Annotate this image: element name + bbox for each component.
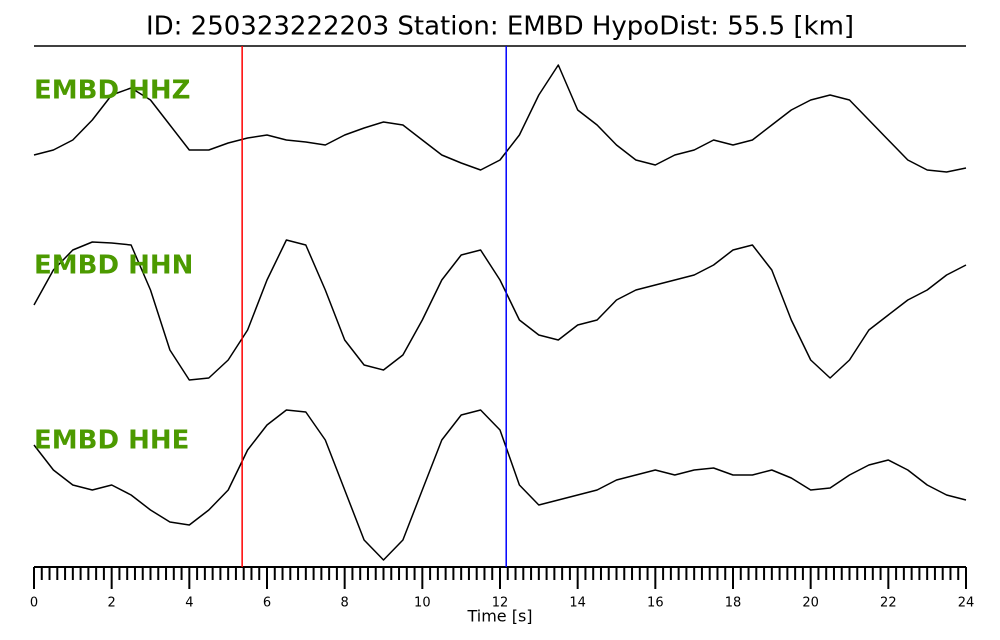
x-tick-label: 12 xyxy=(492,596,509,611)
x-tick-label: 6 xyxy=(263,596,271,611)
x-tick-label: 4 xyxy=(185,596,193,611)
chart-title: ID: 250323222203 Station: EMBD HypoDist:… xyxy=(146,12,854,42)
x-tick-label: 22 xyxy=(880,596,897,611)
x-tick-label: 16 xyxy=(647,596,664,611)
waveform xyxy=(33,64,967,173)
x-tick-label: 8 xyxy=(341,596,349,611)
x-tick-label: 0 xyxy=(30,596,38,611)
x-axis-label: Time [s] xyxy=(466,607,532,626)
trace-label: EMBD HHE xyxy=(34,426,189,456)
waveform xyxy=(33,239,967,381)
x-tick-label: 10 xyxy=(414,596,431,611)
trace-label: EMBD HHN xyxy=(34,251,193,281)
x-tick-label: 18 xyxy=(725,596,742,611)
x-tick-label: 2 xyxy=(108,596,116,611)
trace-label: EMBD HHZ xyxy=(34,76,190,106)
x-tick-label: 20 xyxy=(802,596,819,611)
x-tick-label: 24 xyxy=(958,596,975,611)
x-tick-label: 14 xyxy=(569,596,586,611)
waveform xyxy=(33,409,967,561)
